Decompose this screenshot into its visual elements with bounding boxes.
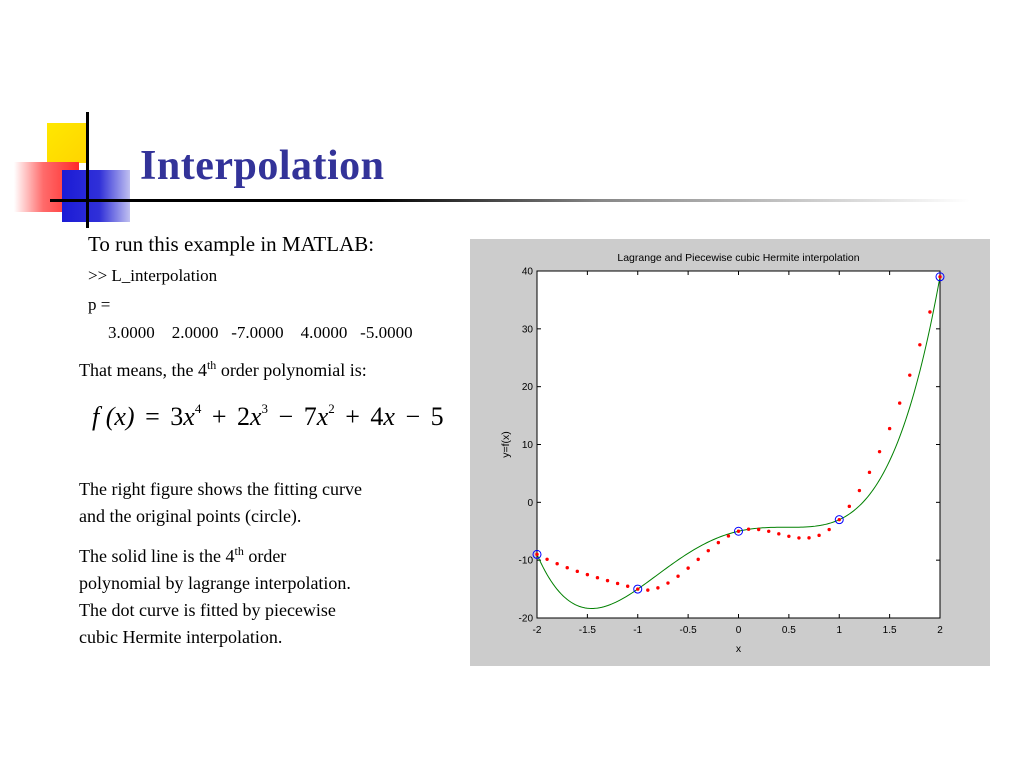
hermite-dot [716,540,721,545]
hermite-dot [797,536,801,540]
hermite-dot [847,504,852,509]
hermite-dot [918,343,922,347]
solid-line-text-3: The dot curve is fitted by piecewise [79,600,336,620]
y-tick-label: 20 [522,382,534,393]
right-figure-text-2: and the original points (circle). [79,506,302,526]
hermite-dot [686,566,690,570]
p-label: p = [88,295,111,314]
y-tick-label: 10 [522,440,534,451]
hermite-dot [817,533,821,538]
intro-text: To run this example in MATLAB: [88,232,375,256]
solid-line-text-4: cubic Hermite interpolation. [79,627,283,647]
hermite-dot [827,527,831,532]
hermite-dot [595,576,600,580]
solid-line-text-1: The solid line is the 4th order [79,544,287,566]
plot-area [536,270,941,619]
hermite-dot [857,488,862,493]
x-tick-label: -1.5 [579,625,597,636]
hermite-dot [928,310,932,314]
matlab-command: >> L_interpolation [88,266,218,285]
data-point-circle [834,515,844,525]
hermite-dot [646,588,650,592]
hermite-dot [535,552,539,557]
hermite-dot [807,536,811,540]
hermite-dot [656,586,660,590]
means-text: That means, the 4th order polynomial is: [79,358,367,380]
hermite-dot [908,373,912,377]
y-tick-label: 0 [527,498,533,509]
hermite-dot [877,449,882,454]
right-figure-text-1: The right figure shows the fitting curve [79,479,362,499]
x-tick-label: -2 [533,625,542,636]
interpolation-chart: Lagrange and Piecewise cubic Hermite int… [500,252,945,655]
hermite-dot [625,584,630,588]
data-point-circle [935,272,945,282]
y-tick-label: -20 [519,614,534,625]
decor-vertical-line [86,112,89,228]
decor-yellow-square [47,123,87,163]
hermite-dot [898,401,902,405]
x-tick-label: 1 [836,625,842,636]
hermite-dot [676,574,680,578]
polynomial-formula: f (x) = 3x4 + 2x3 − 7x2 + 4x − 5 [92,401,444,431]
hermite-dot [746,527,751,531]
y-tick-label: 40 [522,267,534,278]
hermite-dot [666,581,670,585]
x-tick-label: -1 [633,625,642,636]
x-tick-label: 1.5 [883,625,897,636]
hermite-dot [736,529,741,533]
hermite-dot [777,532,781,536]
hermite-dot [565,566,569,570]
x-tick-label: 2 [937,625,943,636]
slide-title: Interpolation [140,143,385,189]
hermite-dot [867,470,872,475]
x-tick-label: 0.5 [782,625,796,636]
data-point-circle [734,526,743,536]
hermite-dot [636,587,640,591]
hermite-dot [726,534,731,538]
data-point-circle [532,549,542,559]
hermite-dot [555,562,559,566]
title-underline [50,199,970,202]
x-tick-label: -0.5 [680,625,698,636]
hermite-dot [585,572,590,577]
decor-blue-square [62,170,130,222]
y-tick-label: 30 [522,324,534,335]
hermite-dot [887,426,892,431]
matlab-figure-panel: Lagrange and Piecewise cubic Hermite int… [470,239,990,666]
hermite-dot [545,557,549,562]
hermite-dot [615,581,620,586]
hermite-dot [575,569,579,574]
hermite-dot [787,534,791,539]
hermite-dot [938,275,942,279]
chart-title: Lagrange and Piecewise cubic Hermite int… [617,252,859,264]
hermite-dot [837,517,841,522]
hermite-dot [696,557,700,562]
hermite-dot [756,527,761,532]
solid-line-text-2: polynomial by lagrange interpolation. [79,573,351,593]
hermite-dot [605,578,610,583]
y-axis-label: y=f(x) [500,431,512,458]
x-tick-label: 0 [736,625,742,636]
data-point-circle [633,584,643,594]
hermite-dot [767,529,771,533]
hermite-dot [706,548,710,553]
coefficients-output: 3.0000 2.0000 -7.0000 4.0000 -5.0000 [108,323,413,342]
y-tick-label: -10 [519,556,534,567]
x-axis-label: x [736,643,742,655]
